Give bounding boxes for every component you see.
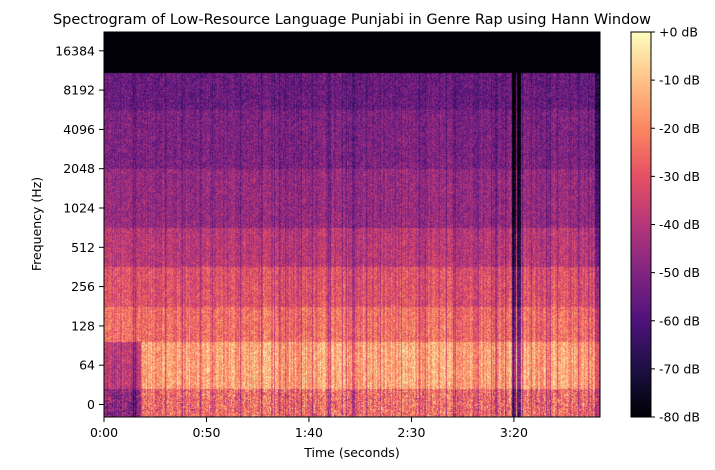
- y-tick-label: 16384: [55, 43, 95, 58]
- x-tick-label: 0:00: [90, 425, 118, 440]
- colorbar-tick-label: -20 dB: [659, 121, 700, 136]
- x-tick-label: 2:30: [397, 425, 425, 440]
- x-tick-label: 0:50: [192, 425, 220, 440]
- spectrogram-image-wrapper: [104, 32, 600, 417]
- y-tick-label: 2048: [63, 161, 95, 176]
- colorbar-tick-label: -30 dB: [659, 169, 700, 184]
- y-tick-label: 8192: [63, 83, 95, 98]
- y-tick-label: 256: [71, 279, 95, 294]
- colorbar-tick-label: +0 dB: [659, 25, 698, 40]
- x-axis-label: Time (seconds): [303, 445, 399, 460]
- colorbar-tick-label: -60 dB: [659, 313, 700, 328]
- chart-title: Spectrogram of Low-Resource Language Pun…: [53, 12, 651, 28]
- y-tick-label: 4096: [63, 122, 95, 137]
- colorbar-ticks: +0 dB -10 dB -20 dB -30 dB -40 dB -50 dB -60 d…: [651, 25, 700, 425]
- plot-frame: [103, 31, 601, 418]
- x-tick-label: 1:40: [295, 425, 323, 440]
- y-tick-label: 1024: [63, 201, 95, 216]
- x-axis: 0:00 0:50 1:40 2:30 3:20: [90, 417, 528, 440]
- colorbar: +0 dB -10 dB -20 dB -30 dB -40 dB -50 dB -60 d…: [630, 25, 700, 425]
- colorbar-tick-label: -10 dB: [659, 73, 700, 88]
- y-tick-label: 0: [87, 397, 95, 412]
- spectrogram-image: [104, 32, 600, 417]
- colorbar-tick-label: -40 dB: [659, 217, 700, 232]
- colorbar-tick-label: -50 dB: [659, 265, 700, 280]
- y-tick-label: 512: [71, 240, 95, 255]
- y-axis-label: Frequency (Hz): [29, 177, 44, 271]
- x-tick-label: 3:20: [500, 425, 528, 440]
- y-tick-label: 128: [71, 318, 95, 333]
- colorbar-tick-label: -80 dB: [659, 410, 700, 425]
- colorbar-tick-label: -70 dB: [659, 361, 700, 376]
- y-axis: 0 64 128 256 512 1024 2048 4096 8192 16384: [55, 43, 104, 412]
- y-tick-label: 64: [79, 358, 95, 373]
- colorbar-gradient: [631, 32, 651, 417]
- plot-area: [103, 31, 601, 418]
